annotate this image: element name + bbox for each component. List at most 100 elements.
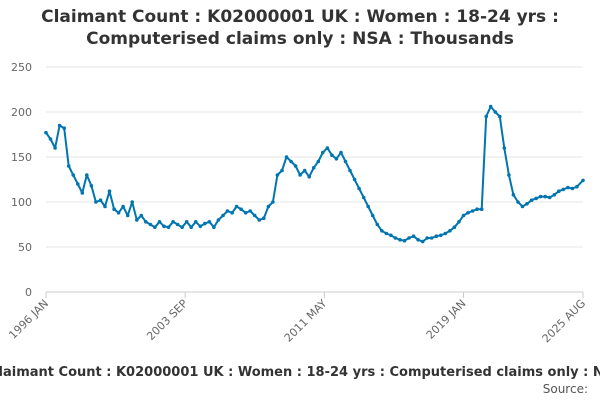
data-point [402, 238, 407, 243]
data-point [239, 207, 243, 211]
data-point [561, 187, 566, 192]
data-point [130, 200, 134, 204]
y-tick-label: 150 [11, 151, 32, 164]
data-point [470, 209, 475, 213]
data-point [194, 220, 198, 224]
data-point [66, 164, 71, 168]
data-point [112, 207, 116, 211]
data-point [248, 209, 252, 213]
data-point [289, 159, 293, 164]
data-point [384, 231, 389, 236]
data-point [439, 233, 443, 238]
data-point [534, 196, 538, 201]
data-point [184, 220, 189, 224]
data-point [311, 166, 316, 170]
data-point [425, 236, 430, 240]
data-point [575, 184, 579, 189]
data-point [520, 204, 525, 209]
data-point [502, 146, 507, 150]
data-point [493, 110, 498, 114]
data-point [216, 218, 221, 222]
chart-title: Claimant Count : K02000001 UK : Women : … [0, 6, 600, 50]
data-point [135, 218, 139, 222]
data-point [393, 236, 398, 240]
data-point [357, 186, 361, 191]
data-point [94, 200, 98, 204]
data-point [198, 224, 203, 229]
data-point [262, 216, 266, 220]
data-point [71, 173, 75, 177]
data-point [103, 204, 107, 209]
data-point [280, 168, 284, 173]
y-tick-label: 0 [25, 286, 32, 299]
data-point [175, 222, 180, 227]
data-point [525, 202, 529, 206]
data-point [180, 225, 184, 229]
data-point [334, 157, 339, 161]
data-point [434, 234, 439, 238]
data-point [552, 193, 557, 197]
data-point [361, 195, 366, 200]
y-tick-label: 100 [11, 196, 32, 209]
data-point [284, 155, 289, 159]
data-point [48, 137, 53, 141]
data-point [275, 173, 280, 177]
data-point [352, 177, 357, 182]
data-point [448, 229, 452, 233]
data-point [139, 213, 144, 218]
x-tick-label: 1996 JAN [6, 297, 51, 342]
data-point [416, 238, 420, 242]
data-point [411, 234, 416, 238]
data-point [348, 168, 352, 173]
x-tick-label: 2011 MAY [282, 297, 330, 345]
data-point [443, 231, 448, 236]
data-point [298, 173, 302, 177]
data-point [538, 194, 543, 199]
data-point [62, 126, 66, 130]
data-point [325, 146, 330, 150]
data-point [271, 200, 275, 204]
data-point [85, 173, 89, 177]
data-point [498, 114, 502, 119]
x-tick-label: 2019 JAN [424, 297, 469, 342]
data-point [116, 211, 121, 215]
data-point [380, 229, 384, 233]
grid-lines [46, 66, 583, 248]
data-point [484, 114, 489, 119]
data-point [321, 150, 325, 155]
data-point [157, 220, 162, 224]
data-point [57, 123, 62, 128]
data-point [212, 225, 216, 229]
data-point [479, 207, 484, 211]
data-point [507, 173, 511, 177]
data-point [53, 146, 57, 150]
data-point [225, 209, 230, 213]
data-point [407, 236, 411, 240]
data-point [452, 225, 457, 229]
x-tick-label: 2003 SEP [144, 297, 190, 343]
data-point [316, 159, 321, 164]
data-point [547, 195, 552, 200]
y-tick-label: 200 [11, 106, 32, 119]
data-point [148, 222, 153, 227]
data-point [429, 236, 434, 240]
data-point [153, 225, 157, 229]
data-point [398, 238, 402, 242]
data-point [461, 213, 466, 218]
data-point [230, 211, 234, 215]
data-point [330, 153, 334, 157]
y-axis-ticks: 0 50 100 150 200 250 [11, 61, 32, 299]
series-group [44, 104, 585, 244]
data-point [557, 189, 561, 193]
data-point [570, 186, 575, 191]
y-tick-label: 50 [18, 241, 32, 254]
data-point [302, 168, 307, 173]
data-point [511, 193, 516, 197]
data-point [293, 164, 298, 168]
data-point [44, 130, 48, 135]
data-point [375, 222, 380, 227]
series-line [45, 105, 584, 243]
data-point [488, 104, 493, 109]
footer-source: Source: [542, 382, 588, 396]
data-point [475, 207, 479, 211]
